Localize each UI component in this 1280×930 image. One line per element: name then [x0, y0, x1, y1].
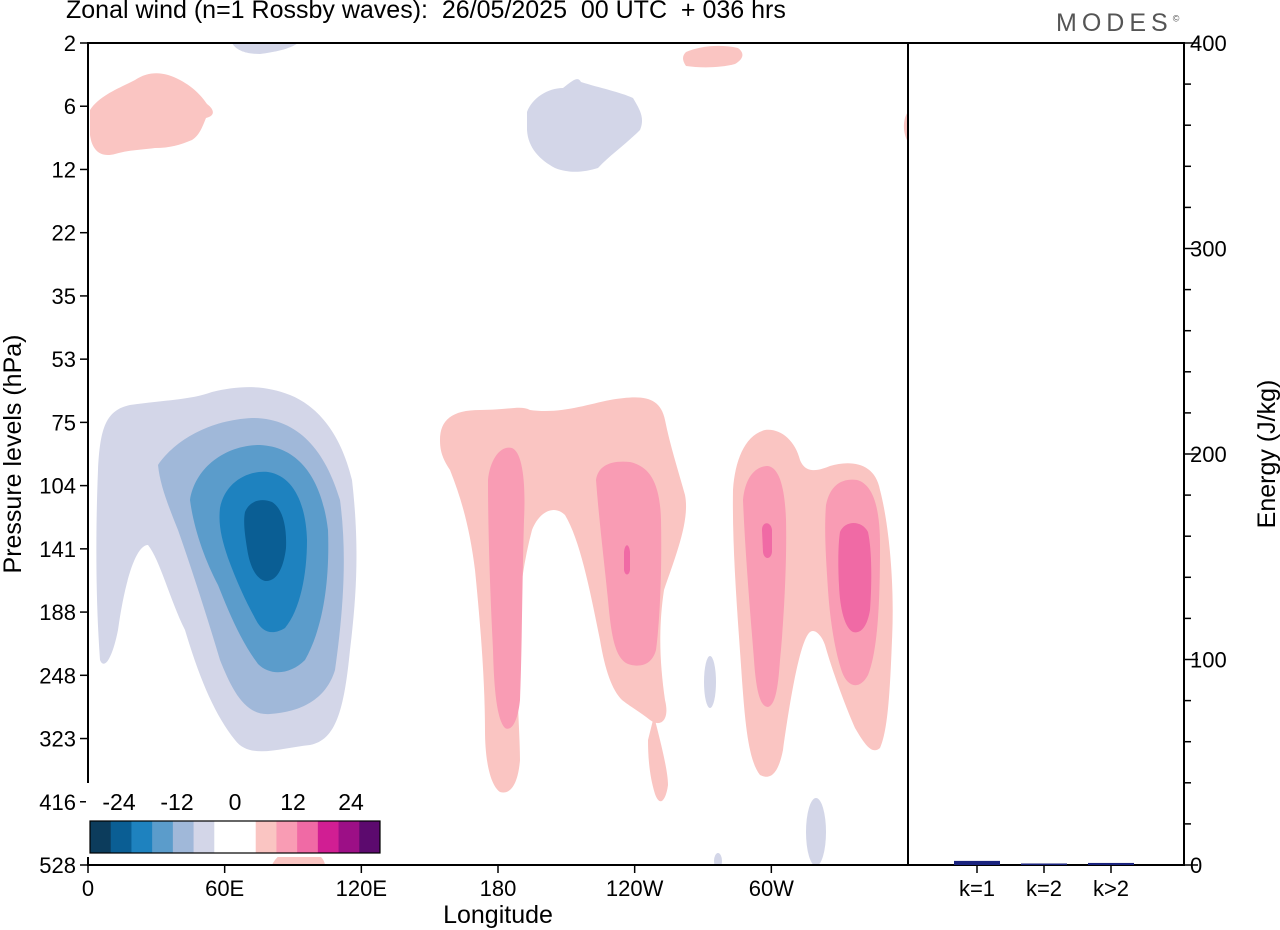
energy-bar	[1088, 862, 1134, 865]
colorbar-label: 24	[338, 789, 364, 815]
y-axis-pressure: 2 6 12 22 35 53 75 104 141 188 248 323 416 528	[39, 31, 88, 878]
energy-bar-label: k=2	[1026, 876, 1062, 901]
contour-pos-band-2a	[488, 447, 525, 729]
energy-bar	[1021, 863, 1067, 865]
x-tick-label: 120E	[336, 876, 387, 901]
energy-tick-label: 100	[1190, 648, 1227, 673]
colorbar-swatch	[152, 821, 174, 853]
contour-neg-small-2	[806, 798, 826, 865]
colorbar-swatch	[90, 821, 112, 853]
contour-neg-top-strip	[232, 43, 298, 54]
x-tick-label: 0	[82, 876, 94, 901]
contour-pos-top-strip	[683, 45, 743, 68]
energy-tick-label: 400	[1190, 31, 1227, 56]
y-axis-energy: 0 100 200 300 400	[1184, 31, 1227, 878]
contour-neg-small-1	[704, 656, 716, 708]
colorbar-label: -24	[102, 789, 135, 815]
colorbar-swatch	[193, 821, 215, 853]
contour-neg-small-3	[714, 853, 722, 865]
colorbar-swatch	[317, 821, 340, 853]
contour-neg-upper-tropical	[527, 79, 643, 172]
colorbar-swatch	[255, 821, 277, 853]
y-tick-label: 2	[64, 31, 76, 56]
colorbar-swatch	[235, 821, 257, 853]
colorbar-swatch	[338, 821, 360, 853]
energy-tick-label: 0	[1190, 853, 1202, 878]
y-tick-label: 248	[39, 663, 76, 688]
y-tick-label: 6	[64, 94, 76, 119]
contour-pos-band-2-east-a	[743, 466, 787, 707]
colorbar-swatch	[297, 821, 319, 853]
energy-tick-label: 300	[1190, 237, 1227, 262]
y-tick-label: 75	[52, 410, 76, 435]
x-tick-label: 120W	[606, 876, 664, 901]
contour-pos-upper-west	[90, 73, 213, 156]
positive-anomaly-eastern	[732, 429, 893, 777]
x-tick-label: 60E	[205, 876, 244, 901]
contour-pos-right-edge	[903, 112, 908, 142]
energy-tick-label: 200	[1190, 442, 1227, 467]
energy-bars: k=1 k=2 k>2	[954, 860, 1134, 901]
colorbar-swatch	[214, 821, 236, 853]
y-tick-label: 323	[39, 727, 76, 752]
y-tick-label: 528	[39, 853, 76, 878]
colorbar-label: 0	[229, 789, 242, 815]
y-tick-label: 35	[52, 284, 76, 309]
contour-pos-band-3-east-a	[762, 523, 772, 558]
chart-title: Zonal wind (n=1 Rossby waves): 26/05/202…	[66, 0, 786, 24]
contour-pos-band-3-east-b	[838, 523, 872, 633]
brand-name: MODES	[1056, 9, 1173, 37]
colorbar-label: 12	[280, 789, 306, 815]
colorbar-swatch	[276, 821, 298, 853]
x-axis-label: Longitude	[443, 901, 553, 929]
energy-bar-label: k=1	[959, 876, 995, 901]
energy-bar-label: k>2	[1093, 876, 1129, 901]
y-tick-label: 141	[39, 537, 76, 562]
y-tick-label: 12	[52, 157, 76, 182]
colorbar-swatch	[131, 821, 153, 853]
colorbar-label: -12	[160, 789, 193, 815]
y-tick-label: 188	[39, 600, 76, 625]
y-tick-label: 104	[39, 474, 76, 499]
colorbar-swatch	[359, 821, 381, 853]
colorbar-swatch	[172, 821, 195, 853]
x-axis: 0 60E 120E 180 120W 60W	[82, 865, 794, 901]
colorbar-border	[89, 820, 381, 854]
colorbar-swatch	[110, 821, 132, 853]
contour-pos-band-3-sliver	[624, 545, 630, 575]
y-tick-label: 416	[39, 790, 76, 815]
brand-logo: MODES©	[1056, 9, 1179, 38]
energy-axis-label: Energy (J/kg)	[1253, 380, 1280, 529]
x-tick-label: 60W	[749, 876, 794, 901]
y-tick-label: 53	[52, 347, 76, 372]
positive-anomaly-central	[440, 397, 687, 802]
contour-neg-band-5	[244, 500, 287, 582]
contour-field	[90, 43, 908, 865]
colorbar: -24 -12 0 12 24	[86, 783, 384, 857]
energy-bar	[954, 860, 1000, 865]
x-tick-label: 180	[480, 876, 517, 901]
brand-mark: ©	[1172, 13, 1180, 24]
y-tick-label: 22	[52, 221, 76, 246]
y-axis-label: Pressure levels (hPa)	[0, 335, 27, 574]
negative-anomaly-western	[96, 387, 357, 752]
